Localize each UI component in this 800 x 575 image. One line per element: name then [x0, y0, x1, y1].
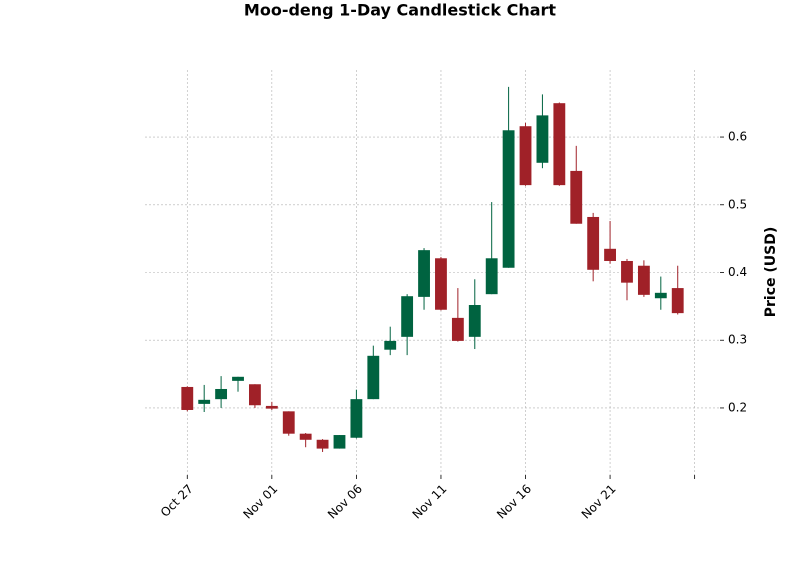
x-tick-label: Nov 16 — [494, 482, 534, 522]
candle-body — [468, 305, 481, 337]
candle-body — [587, 216, 600, 270]
candle-body — [350, 399, 363, 438]
candle-body — [401, 296, 414, 337]
candle-body — [198, 399, 211, 404]
candle-body — [367, 355, 380, 400]
candle-body — [637, 265, 650, 295]
candle-body — [502, 130, 515, 268]
y-tick-label: 0.2 — [728, 400, 747, 414]
candle-body — [604, 248, 616, 261]
y-tick-label: 0.3 — [728, 333, 747, 347]
candle-body — [299, 433, 312, 440]
y-tick-label: 0.6 — [728, 130, 747, 144]
candle-body — [621, 260, 633, 283]
candle-body — [536, 115, 549, 163]
candle-body — [451, 317, 464, 341]
candle-body — [570, 170, 583, 224]
candle-body — [485, 258, 498, 295]
candle-body — [519, 126, 532, 186]
chart-title: Moo-deng 1-Day Candlestick Chart — [244, 1, 557, 20]
y-tick-label: 0.5 — [728, 197, 747, 211]
candle-body — [232, 376, 244, 381]
candle-body — [181, 386, 194, 410]
x-tick-label: Nov 01 — [240, 482, 280, 522]
candle-body — [282, 411, 295, 434]
candle-body — [435, 258, 447, 310]
x-tick-label: Nov 06 — [325, 482, 365, 522]
x-tick-label: Oct 27 — [158, 482, 196, 520]
candle-body — [418, 250, 430, 297]
candle-body — [553, 103, 566, 186]
candle-body — [215, 388, 228, 400]
candle-body — [384, 340, 397, 350]
y-axis-label: Price (USD) — [763, 227, 779, 318]
candle-body — [265, 405, 278, 409]
candle-body — [249, 384, 261, 406]
y-tick-label: 0.4 — [728, 265, 747, 279]
x-tick-label: Nov 21 — [579, 482, 619, 522]
candle-body — [316, 439, 329, 449]
candle-body — [671, 288, 684, 314]
candle-body — [333, 435, 346, 449]
x-tick-label: Nov 11 — [410, 482, 450, 522]
candle-body — [654, 292, 667, 299]
